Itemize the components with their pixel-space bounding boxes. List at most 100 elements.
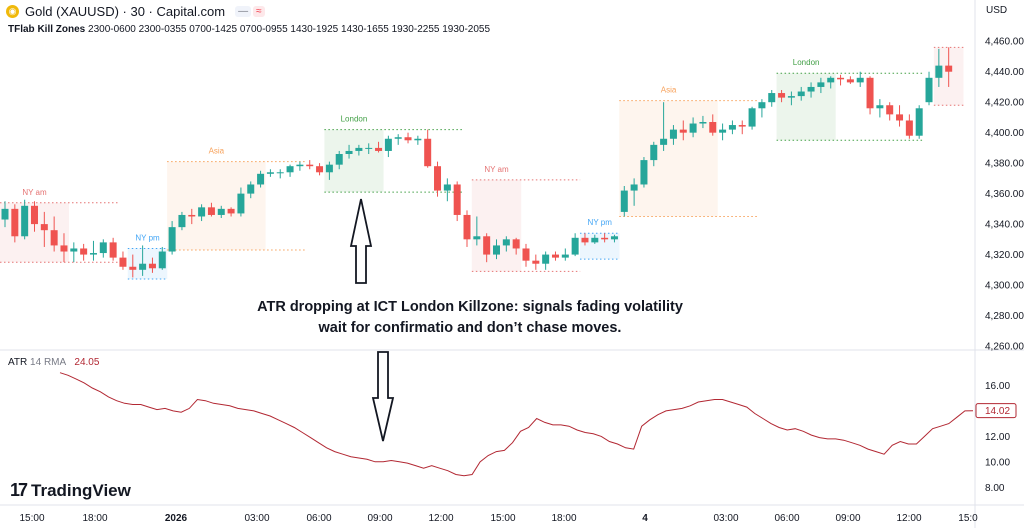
- candle-body: [748, 108, 756, 127]
- candle-body: [375, 147, 383, 151]
- candle-body: [40, 224, 48, 231]
- candle-body: [443, 184, 451, 191]
- time-tick-label: 18:00: [82, 513, 107, 524]
- killzone-label: NY pm: [135, 233, 160, 242]
- price-tick-label: 4,260.00: [985, 342, 1024, 353]
- price-tick-label: 4,420.00: [985, 98, 1024, 109]
- candle-body: [355, 147, 363, 151]
- candle-body: [89, 253, 97, 255]
- candle-body: [227, 208, 235, 214]
- atr-tick-label: 10.00: [985, 457, 1010, 468]
- price-tick-label: 4,300.00: [985, 281, 1024, 292]
- candle-body: [551, 254, 559, 258]
- time-tick-label: 09:00: [835, 513, 860, 524]
- killzone-label: Asia: [209, 147, 225, 156]
- candle-body: [620, 190, 628, 212]
- candle-body: [453, 184, 461, 215]
- time-axis[interactable]: 15:00 18:00 2026 03:00 06:00 09:00 12:00 15:00 1…: [19, 513, 978, 524]
- candle-body: [797, 91, 805, 97]
- candle-body: [276, 172, 284, 174]
- minimize-pill[interactable]: —: [235, 5, 252, 17]
- down-arrow-icon: [371, 351, 395, 442]
- candle-body: [198, 207, 206, 217]
- candle-body: [178, 214, 186, 228]
- candle-body: [266, 172, 274, 174]
- candle-body: [394, 137, 402, 139]
- candle-body: [404, 137, 412, 141]
- candle-body: [561, 254, 569, 258]
- indicator-legend[interactable]: TFlab Kill Zones 2300-0600 2300-0355 070…: [8, 24, 490, 35]
- candle-body: [463, 214, 471, 240]
- price-axis[interactable]: 4,260.00 4,280.00 4,300.00 4,320.00 4,340.00…: [985, 37, 1024, 353]
- candle-body: [640, 160, 648, 185]
- candle-body: [306, 164, 314, 167]
- candle-body: [905, 120, 913, 136]
- candle-body: [217, 208, 225, 215]
- candle-body: [434, 166, 442, 191]
- time-tick-label: 12:00: [428, 513, 453, 524]
- candle-body: [758, 102, 766, 109]
- candle-body: [738, 125, 746, 127]
- candle-body: [581, 237, 589, 243]
- price-tick-label: 4,380.00: [985, 159, 1024, 170]
- time-tick-label: 4: [642, 513, 648, 524]
- price-tick-label: 4,280.00: [985, 311, 1024, 322]
- annotation-line-2: wait for confirmatio and don’t chase mov…: [318, 320, 622, 336]
- annotation-text: ATR dropping at ICT London Killzone: sig…: [200, 297, 740, 339]
- wave-pill[interactable]: ≈: [253, 5, 265, 17]
- atr-last-value-label: 14.02: [985, 406, 1010, 417]
- atr-legend[interactable]: ATR 14 RMA 24.05: [8, 357, 99, 368]
- candle-body: [325, 164, 333, 173]
- candle-body: [316, 166, 324, 173]
- candle-body: [30, 205, 38, 225]
- tradingview-logo[interactable]: 17 TradingView: [10, 480, 131, 501]
- candle-body: [719, 129, 727, 133]
- atr-tick-label: 16.00: [985, 381, 1010, 392]
- candle-body: [778, 93, 786, 98]
- tradingview-wordmark: TradingView: [31, 480, 131, 500]
- indicator-name[interactable]: TFlab Kill Zones: [8, 24, 86, 35]
- time-tick-label: 18:00: [551, 513, 576, 524]
- candle-body: [512, 239, 520, 249]
- gold-coin-icon[interactable]: ◉: [6, 4, 19, 18]
- price-tick-label: 4,340.00: [985, 220, 1024, 231]
- header-pills[interactable]: — ≈: [235, 5, 265, 17]
- candle-body: [542, 254, 550, 264]
- killzone-layer: NY am NY pm Asia London NY am NY pm Asia London: [0, 46, 964, 280]
- candle-body: [522, 248, 530, 261]
- price-tick-label: 4,320.00: [985, 250, 1024, 261]
- candle-body: [768, 93, 776, 103]
- candle-body: [424, 138, 432, 167]
- time-tick-label: 15:00: [490, 513, 515, 524]
- candle-body: [158, 251, 166, 269]
- symbol-title[interactable]: Gold (XAUUSD) · 30 · Capital.com: [25, 3, 226, 19]
- up-arrow-icon: [349, 198, 373, 284]
- killzone-label: London: [793, 58, 820, 67]
- price-tick-label: 4,360.00: [985, 189, 1024, 200]
- killzone-box: [324, 129, 384, 193]
- candle-body: [532, 260, 540, 264]
- candle-body: [345, 150, 353, 154]
- atr-line-layer: [59, 372, 974, 477]
- candle-body: [709, 122, 717, 133]
- candle-body: [601, 237, 609, 240]
- time-tick-label: 15:00: [19, 513, 44, 524]
- candle-body: [502, 239, 510, 246]
- candle-body: [571, 237, 579, 255]
- candle-body: [669, 129, 677, 139]
- annotation-line-1: ATR dropping at ICT London Killzone: sig…: [257, 299, 683, 315]
- time-tick-label: 06:00: [306, 513, 331, 524]
- currency-label[interactable]: USD: [986, 5, 1008, 16]
- killzone-box: [619, 100, 718, 217]
- time-tick-label: 09:00: [367, 513, 392, 524]
- candle-body: [335, 154, 343, 165]
- time-tick-label: 06:00: [774, 513, 799, 524]
- candle-body: [296, 164, 304, 167]
- candle-body: [139, 263, 147, 270]
- candle-body: [896, 114, 904, 121]
- candle-body: [1, 208, 9, 220]
- tradingview-mark-icon: 17: [10, 480, 28, 500]
- candle-body: [247, 184, 255, 194]
- atr-name[interactable]: ATR: [8, 357, 28, 368]
